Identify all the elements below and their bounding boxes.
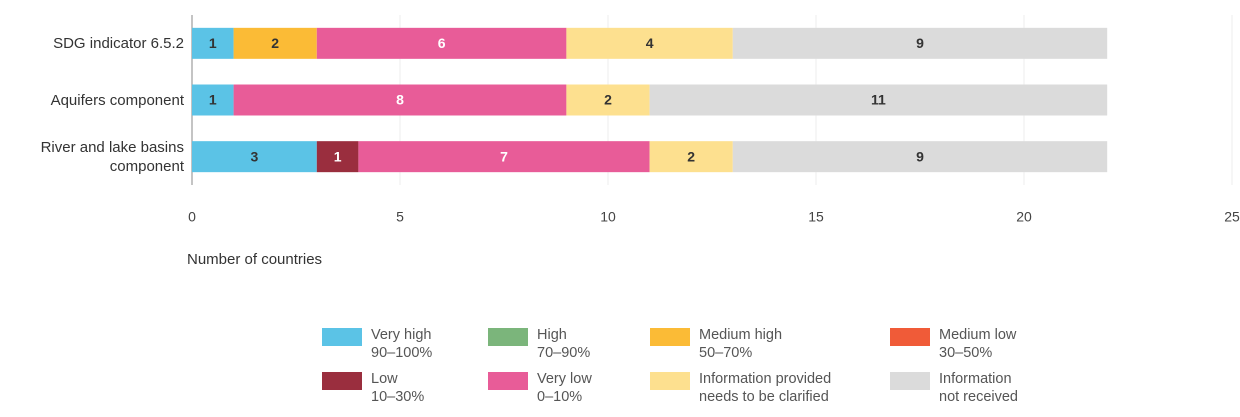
legend-swatch [488, 372, 528, 390]
x-tick-label: 5 [396, 209, 404, 225]
bar-segment [566, 84, 650, 116]
x-tick-label: 25 [1224, 209, 1240, 225]
legend-label: High 70–90% [537, 327, 591, 361]
bar-segment [649, 141, 733, 173]
data-label: 2 [604, 92, 612, 108]
legend-swatch [650, 372, 690, 390]
bar-segment [316, 27, 567, 59]
data-label: 3 [251, 148, 259, 164]
legend-swatch [650, 328, 690, 346]
x-tick-label: 0 [188, 209, 196, 225]
legend-swatch [890, 372, 930, 390]
data-label: 4 [646, 35, 654, 51]
x-tick-label: 20 [1016, 209, 1032, 225]
bar-segment [732, 27, 1108, 59]
bar-segment [233, 27, 317, 59]
data-label: 1 [334, 148, 342, 164]
data-label: 9 [916, 148, 924, 164]
legend-swatch [890, 328, 930, 346]
x-axis-label: Number of countries [187, 251, 323, 268]
legend-label: Information provided needs to be clarifi… [699, 371, 832, 405]
data-label: 7 [500, 148, 508, 164]
y-tick-label: Aquifers component [50, 91, 184, 109]
legend-label: Medium low 30–50% [939, 327, 1017, 361]
bar-segment [566, 27, 733, 59]
legend-swatch [322, 328, 362, 346]
data-label: 11 [871, 92, 886, 108]
legend-label: Medium high 50–70% [699, 327, 783, 361]
bar-segment [358, 141, 650, 173]
data-label: 2 [687, 148, 695, 164]
data-label: 9 [916, 35, 924, 51]
data-label: 8 [396, 92, 404, 108]
legend-swatch [488, 328, 528, 346]
bar-segment [233, 84, 567, 116]
bar-segment [732, 141, 1108, 173]
legend-label: Low 10–30% [371, 371, 425, 405]
legend-label: Very high 90–100% [371, 327, 433, 361]
bar-segment [192, 84, 234, 116]
data-label: 2 [271, 35, 279, 51]
legend-swatch [322, 372, 362, 390]
bar-segment [192, 27, 234, 59]
y-tick-label: SDG indicator 6.5.2 [53, 34, 184, 52]
x-tick-label: 10 [600, 209, 616, 225]
bar-segment [192, 141, 317, 173]
data-label: 6 [438, 35, 446, 51]
bar-segment [316, 141, 359, 173]
data-label: 1 [209, 35, 217, 51]
legend-label: Very low 0–10% [537, 371, 592, 405]
data-label: 1 [209, 92, 217, 108]
y-tick-label: River and lake basins component [40, 138, 184, 175]
bar-segment [649, 84, 1108, 116]
legend-label: Information not received [939, 371, 1018, 405]
x-tick-label: 15 [808, 209, 824, 225]
